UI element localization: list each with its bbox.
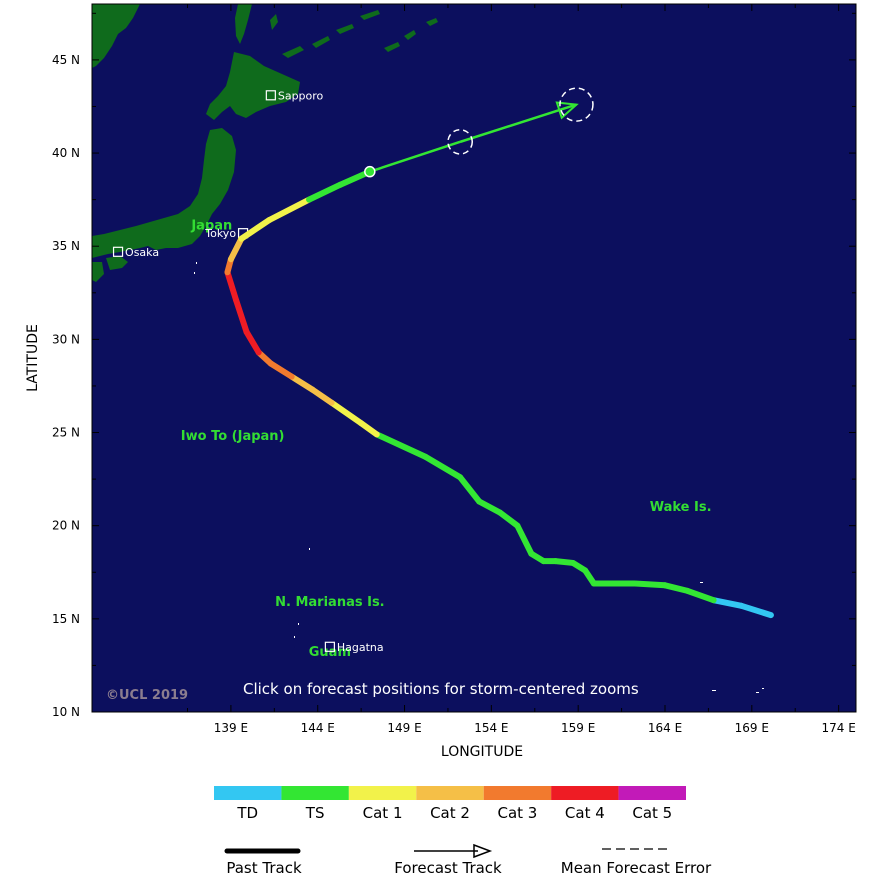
x-tick-label: 149 E [387, 721, 421, 735]
places-layer: Japan Iwo To (Japan) Wake Is. N. Marianas I… [181, 218, 712, 660]
track-segment [267, 360, 295, 380]
city-label: Tokyo [204, 227, 236, 240]
track-segment [497, 509, 521, 529]
land-layer [92, 4, 764, 693]
x-tick-label: 164 E [648, 721, 682, 735]
legend-category-label: TS [305, 804, 325, 822]
x-tick-label: 144 E [301, 721, 335, 735]
legend-swatch [214, 786, 282, 800]
storm-track [224, 168, 774, 619]
city-marker-icon [324, 641, 335, 652]
legend-swatch [551, 786, 619, 800]
forecast-segment [459, 103, 577, 144]
y-axis-title: LATITUDE [25, 324, 41, 392]
legend-swatch [618, 786, 686, 800]
forecast-arrow-icon[interactable] [555, 101, 579, 120]
city-marker-icon [265, 90, 276, 101]
izu-islands [194, 262, 197, 274]
legend-category-label: Cat 4 [565, 804, 605, 822]
kurile-islands [270, 10, 438, 58]
x-tick-label: 169 E [735, 721, 769, 735]
y-tick-label: 40 N [52, 146, 80, 160]
forecast-segment [369, 140, 461, 173]
city-label: Osaka [125, 246, 159, 259]
x-tick-label: 174 E [821, 721, 855, 735]
mean-forecast-error-label: Mean Forecast Error [561, 859, 712, 877]
track-segment [227, 235, 245, 263]
y-tick-label: 45 N [52, 53, 80, 67]
x-axis: 139 E 144 E 149 E 154 E 159 E 164 E 169 E 174 E [187, 4, 856, 735]
honshu-landmass [92, 128, 236, 258]
legend-category-label: Cat 2 [430, 804, 470, 822]
forecast-track[interactable] [364, 87, 594, 178]
track-segment [358, 420, 380, 438]
zoom-instruction-note: Click on forecast positions for storm-ce… [243, 680, 639, 698]
place-label: Guam [309, 645, 351, 660]
track-segment [662, 582, 691, 594]
track-segment [457, 474, 483, 505]
track-segment [238, 217, 273, 242]
sakhalin-landmass [235, 4, 252, 44]
place-label: Iwo To (Japan) [181, 429, 285, 444]
x-tick-label: 139 E [214, 721, 248, 735]
place-label: Wake Is. [650, 500, 712, 515]
shikoku-kyushu-landmass [92, 256, 128, 282]
track-segment [630, 580, 668, 589]
place-label: N. Marianas Is. [275, 595, 385, 610]
track-segment [476, 498, 504, 516]
legend-swatch [416, 786, 484, 800]
y-tick-label: 30 N [52, 332, 80, 346]
track-segment [243, 328, 262, 356]
track-legend: Past Track Forecast Track Mean Forecast … [224, 843, 712, 877]
track-segment [738, 602, 774, 619]
copyright-label: ©UCL 2019 [106, 688, 188, 703]
y-tick-label: 35 N [52, 239, 80, 253]
place-label: Japan [190, 218, 232, 233]
y-axis: 45 N 40 N 35 N 30 N 25 N 20 N 15 N 10 N [52, 12, 856, 719]
current-position-marker[interactable] [364, 165, 376, 178]
x-tick-label: 154 E [474, 721, 508, 735]
category-legend: TD TS Cat 1 Cat 2 Cat 3 Cat 4 Cat 5 [214, 786, 686, 822]
forecast-error-circle[interactable] [447, 128, 474, 155]
city-label: Sapporo [278, 89, 324, 102]
forecast-error-circle[interactable] [559, 87, 594, 122]
forecast-arrow-icon [473, 843, 493, 859]
legend-swatch [348, 786, 417, 800]
map-frame [91, 3, 857, 713]
cities-layer: Sapporo Tokyo Osaka Hagatna [112, 89, 384, 654]
past-track-label: Past Track [226, 859, 302, 877]
y-tick-label: 20 N [52, 519, 80, 533]
legend-category-label: Cat 3 [497, 804, 537, 822]
legend-swatch [483, 786, 552, 800]
legend-category-label: TD [236, 804, 258, 822]
track-segment [233, 297, 250, 335]
forecast-track-label: Forecast Track [394, 859, 502, 877]
y-tick-label: 10 N [52, 705, 80, 719]
track-segment [328, 399, 365, 427]
legend-category-label: Cat 5 [632, 804, 672, 822]
ocean-background [92, 4, 856, 712]
city-marker-icon [112, 246, 124, 257]
track-segment [306, 181, 344, 203]
track-segment [514, 522, 535, 557]
track-segment [288, 373, 316, 393]
track-segment [224, 269, 240, 304]
track-segment [309, 386, 335, 406]
track-segment [422, 453, 464, 481]
y-tick-label: 25 N [52, 426, 80, 440]
track-segment [710, 597, 745, 609]
x-tick-label: 159 E [561, 721, 595, 735]
hokkaido-landmass [206, 52, 300, 120]
mainland-landmass [92, 4, 140, 68]
city-label: Hagatna [337, 641, 384, 654]
y-tick-label: 15 N [52, 612, 80, 626]
track-segment [684, 587, 717, 604]
x-axis-title: LONGITUDE [441, 744, 523, 760]
track-segment [266, 196, 313, 224]
track-segment [373, 431, 429, 460]
legend-swatch [281, 786, 349, 800]
legend-category-label: Cat 1 [363, 804, 403, 822]
